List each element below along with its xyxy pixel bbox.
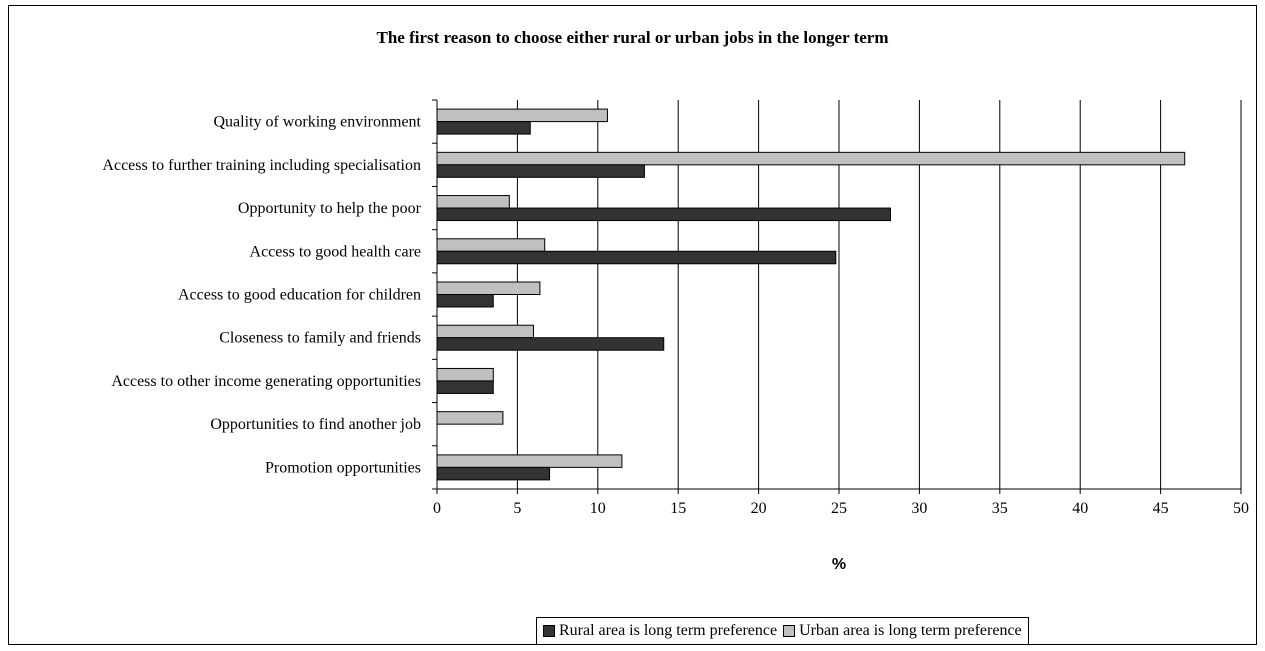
category-label: Promotion opportunities [265,459,421,476]
bar-rural [436,294,494,308]
axes [432,99,1242,494]
x-tick-label: 5 [513,500,521,517]
category-label: Access to other income generating opport… [111,373,421,390]
bar-rural [436,250,837,265]
bar-urban [436,367,494,382]
x-tick-label: 45 [1153,500,1169,517]
legend-item-urban: Urban area is long term preference [783,622,1022,640]
category-label: Access to good health care [250,243,421,260]
chart-frame [8,5,1257,645]
legend-swatch-rural [543,625,555,637]
bar-urban [436,411,504,425]
legend-label-urban: Urban area is long term preference [799,622,1022,639]
x-tick-label: 10 [590,500,606,517]
x-axis-label: % [832,556,846,573]
bar-urban [436,281,541,295]
category-label: Quality of working environment [213,114,421,131]
bar-rural [436,164,645,178]
bar-rural [436,380,494,394]
bar-urban [436,454,623,468]
labels: 0 5 10 15 20 25 30 35 40 45 50 Quality of working e… [102,114,1249,573]
chart-title: The first reason to choose either rural … [376,28,889,47]
legend: Rural area is long term preference Urban… [536,617,1029,645]
bar-rural [436,337,665,351]
category-label: Closeness to family and friends [219,330,421,347]
x-tick-label: 30 [911,500,927,517]
x-tick-label: 35 [992,500,1008,517]
bars [436,108,1186,481]
bar-rural [436,466,551,481]
category-label: Access to further training including spe… [102,157,421,174]
bar-rural [436,207,891,222]
bar-urban [436,151,1186,166]
x-tick-label: 50 [1233,500,1249,517]
legend-swatch-urban [783,625,796,637]
category-label: Access to good education for children [178,287,421,304]
bar-urban [436,324,534,339]
category-label: Opportunities to find another job [210,416,421,433]
x-tick-label: 40 [1072,500,1088,517]
x-tick-label: 0 [433,500,441,517]
legend-label-rural: Rural area is long term preference [559,622,778,639]
x-tick-label: 15 [670,500,686,517]
bar-urban [436,195,510,209]
bar-urban [436,108,608,123]
x-tick-label: 25 [831,500,847,517]
category-label: Opportunity to help the poor [238,200,422,217]
bar-rural [436,121,531,135]
legend-item-rural: Rural area is long term preference [543,622,777,640]
x-tick-label: 20 [751,500,767,517]
bar-urban [436,238,546,252]
